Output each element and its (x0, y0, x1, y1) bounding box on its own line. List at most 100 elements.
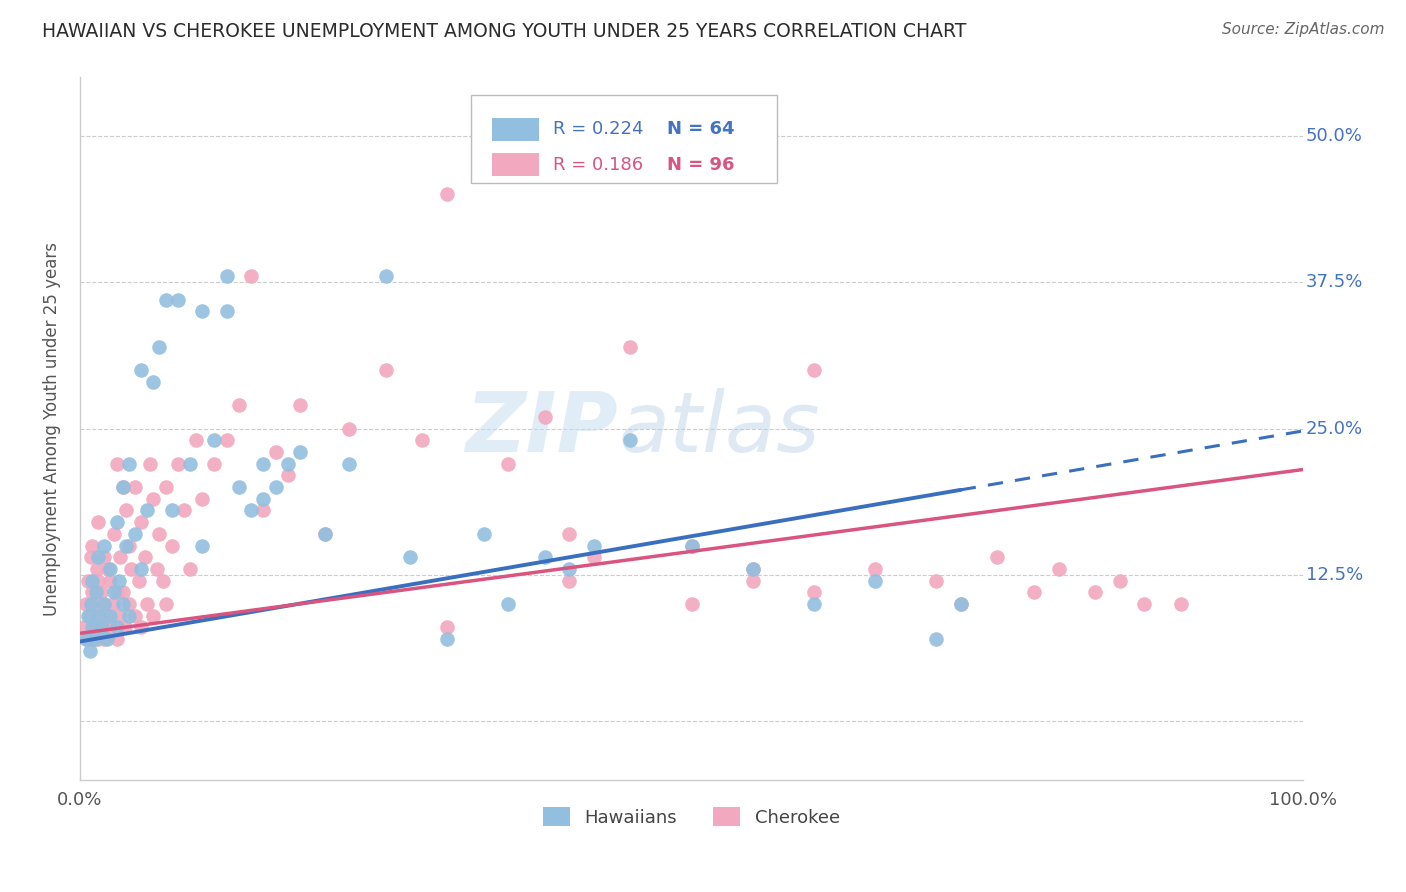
Point (558, 574, 581, 588)
Point (152, 574, 174, 588)
Point (82, 632, 104, 647)
Point (111, 480, 134, 494)
Point (160, 539, 183, 553)
Point (90, 620, 112, 634)
Point (105, 585, 128, 599)
Point (1108, 574, 1130, 588)
Point (204, 434, 226, 448)
Point (75, 597, 97, 611)
Point (1133, 597, 1156, 611)
Point (191, 304, 214, 318)
Point (337, 421, 360, 435)
Point (101, 597, 124, 611)
Point (134, 550, 156, 565)
Point (105, 457, 128, 471)
Point (82, 585, 104, 599)
Text: 12.5%: 12.5% (1306, 566, 1362, 583)
Text: ZIP: ZIP (465, 388, 619, 469)
Point (124, 608, 146, 623)
Point (87, 632, 110, 647)
Point (111, 585, 134, 599)
Point (582, 539, 605, 553)
Text: N = 64: N = 64 (666, 120, 734, 138)
Point (472, 526, 495, 541)
Point (105, 620, 128, 634)
Point (681, 539, 703, 553)
Point (77, 608, 100, 623)
Point (252, 457, 274, 471)
Point (533, 409, 555, 424)
Text: 50.0%: 50.0% (1306, 127, 1362, 145)
Point (100, 620, 122, 634)
Point (84, 585, 107, 599)
Point (82, 574, 104, 588)
Y-axis label: Unemployment Among Youth under 25 years: Unemployment Among Youth under 25 years (44, 242, 60, 615)
Point (399, 550, 422, 565)
Point (115, 539, 138, 553)
Point (148, 340, 170, 354)
Point (93, 597, 115, 611)
Point (90, 620, 112, 634)
Point (129, 620, 152, 634)
Point (77, 574, 100, 588)
Point (496, 457, 519, 471)
Point (741, 574, 763, 588)
Point (142, 375, 165, 389)
Point (142, 491, 165, 506)
Point (925, 574, 948, 588)
Point (436, 620, 458, 634)
Point (76, 632, 98, 647)
Point (252, 491, 274, 506)
Point (105, 632, 128, 647)
Point (108, 574, 131, 588)
Text: N = 96: N = 96 (666, 155, 734, 174)
Point (314, 526, 336, 541)
Point (115, 503, 138, 517)
Text: atlas: atlas (619, 388, 820, 469)
Point (72, 620, 94, 634)
Point (436, 632, 458, 647)
Point (96, 632, 118, 647)
Point (120, 562, 142, 576)
Point (179, 562, 201, 576)
Legend: Hawaiians, Cherokee: Hawaiians, Cherokee (536, 800, 848, 834)
Point (277, 468, 299, 483)
Point (582, 550, 605, 565)
Point (93, 550, 115, 565)
Text: 25.0%: 25.0% (1306, 419, 1362, 438)
Point (191, 539, 214, 553)
Point (118, 539, 141, 553)
Point (863, 562, 886, 576)
Point (1170, 597, 1192, 611)
Point (87, 608, 110, 623)
Point (114, 620, 136, 634)
Point (111, 480, 134, 494)
Point (155, 293, 177, 307)
Point (87, 550, 110, 565)
Point (128, 574, 150, 588)
Point (240, 269, 263, 284)
Point (986, 550, 1008, 565)
Point (83, 632, 105, 647)
Point (337, 457, 360, 471)
Point (374, 363, 396, 377)
Point (89, 608, 111, 623)
Point (105, 515, 128, 529)
Point (124, 480, 146, 494)
FancyBboxPatch shape (492, 118, 538, 141)
Point (79, 644, 101, 658)
Point (173, 503, 195, 517)
Point (111, 597, 134, 611)
Point (124, 526, 146, 541)
Point (264, 445, 287, 459)
Text: 37.5%: 37.5% (1306, 273, 1364, 292)
Point (129, 515, 152, 529)
Point (100, 574, 122, 588)
Point (619, 340, 641, 354)
Point (110, 550, 132, 565)
Point (142, 608, 165, 623)
Point (741, 562, 763, 576)
Point (681, 597, 703, 611)
Point (803, 363, 825, 377)
Point (277, 457, 299, 471)
